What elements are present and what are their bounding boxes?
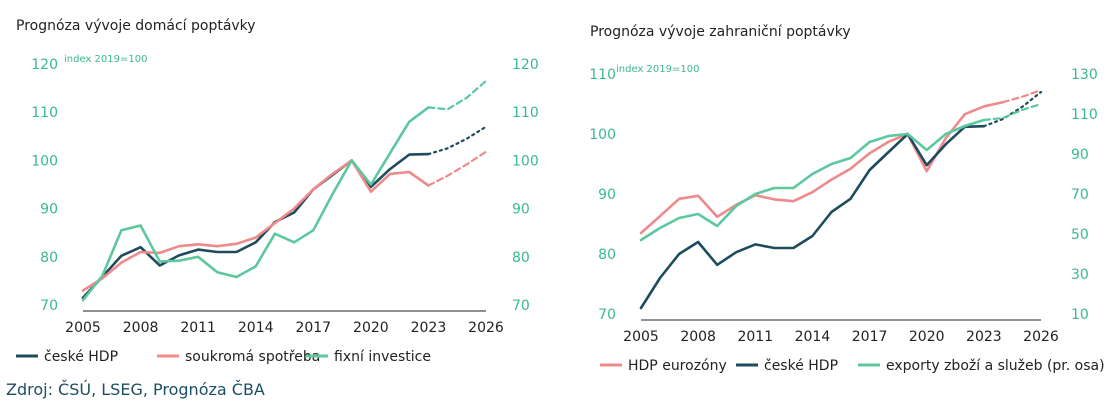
right-y-right-tick-label: 50 [1071, 227, 1089, 243]
right-x-tick-label: 2017 [852, 329, 888, 345]
left-y-left-tick-label: 90 [40, 202, 58, 218]
left-series-forecast-navy [427, 125, 488, 156]
right-legend-label: české HDP [764, 358, 838, 374]
right-y-right-tick-label: 30 [1071, 267, 1089, 283]
left-y-right-tick-label: 110 [512, 105, 539, 121]
left-y-left-tick-label: 120 [31, 57, 58, 73]
left-index-note: index 2019=100 [64, 54, 147, 65]
left-y-right-tick-label: 100 [512, 153, 539, 169]
right-legend-label: HDP eurozóny [628, 358, 727, 374]
left-y-right-tick-label: 120 [512, 57, 539, 73]
left-x-tick-label: 2011 [180, 320, 216, 336]
right-legend-label: exporty zboží a služeb (pr. osa) [886, 358, 1105, 374]
right-index-note: index 2019=100 [616, 64, 699, 75]
right-x-tick-label: 2026 [1023, 329, 1059, 345]
left-y-left-tick-label: 70 [40, 298, 58, 314]
right-series-line-green [639, 118, 986, 242]
right-y-left-tick-label: 110 [589, 67, 616, 83]
left-x-tick-label: 2014 [238, 320, 274, 336]
right-y-left-tick-label: 90 [598, 187, 616, 203]
left-y-left-tick-label: 110 [31, 105, 58, 121]
right-series-forecast-navy [982, 90, 1043, 128]
left-series-forecast-pink [427, 150, 488, 187]
left-x-tick-label: 2005 [65, 320, 101, 336]
right-x-tick-label: 2008 [680, 329, 716, 345]
right-y-right-tick-label: 10 [1071, 307, 1089, 323]
left-series-line-navy [81, 152, 430, 300]
left-y-left-tick-label: 80 [40, 250, 58, 266]
left-y-right-tick-label: 90 [512, 202, 530, 218]
right-series-line-navy [639, 124, 986, 310]
left-legend-label: soukromá spotřeba [185, 349, 320, 365]
right-y-right-tick-label: 70 [1071, 187, 1089, 203]
right-x-tick-label: 2011 [737, 329, 773, 345]
right-y-right-tick-label: 130 [1071, 67, 1098, 83]
right-series-line-pink [639, 100, 1005, 235]
left-x-tick-label: 2017 [295, 320, 331, 336]
right-x-tick-label: 2005 [623, 329, 659, 345]
right-series-forecast-pink [1001, 89, 1043, 104]
left-series-forecast-green [427, 79, 488, 111]
left-series-line-pink [81, 159, 430, 292]
right-y-right-tick-label: 110 [1071, 107, 1098, 123]
right-chart-title: Prognóza vývoje zahraniční poptávky [590, 24, 851, 40]
right-x-tick-label: 2023 [966, 329, 1002, 345]
right-y-left-tick-label: 100 [589, 127, 616, 143]
left-x-tick-label: 2026 [468, 320, 504, 336]
right-y-left-tick-label: 70 [598, 307, 616, 323]
left-x-tick-label: 2023 [411, 320, 447, 336]
left-y-right-tick-label: 80 [512, 250, 530, 266]
right-x-tick-label: 2020 [909, 329, 945, 345]
left-y-left-tick-label: 100 [31, 153, 58, 169]
left-chart-title: Prognóza vývoje domácí poptávky [16, 18, 256, 34]
left-x-tick-label: 2020 [353, 320, 389, 336]
left-legend-label: fixní investice [334, 349, 431, 365]
left-y-right-tick-label: 70 [512, 298, 530, 314]
left-series-line-green [81, 106, 430, 302]
right-x-tick-label: 2014 [795, 329, 831, 345]
left-legend-label: české HDP [44, 349, 118, 365]
right-series-forecast-green [982, 102, 1043, 122]
right-y-right-tick-label: 90 [1071, 147, 1089, 163]
left-x-tick-label: 2008 [123, 320, 159, 336]
source-note: Zdroj: ČSÚ, LSEG, Prognóza ČBA [6, 380, 265, 399]
right-y-left-tick-label: 80 [598, 247, 616, 263]
